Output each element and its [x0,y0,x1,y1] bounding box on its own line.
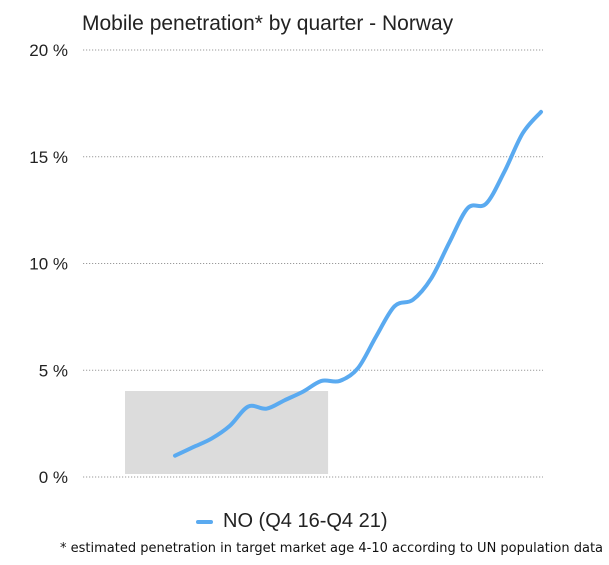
y-tick-label: 0 % [39,468,68,487]
legend-label: NO (Q4 16-Q4 21) [223,510,388,532]
y-tick-label: 5 % [39,361,68,380]
legend-swatch [196,519,213,524]
line-chart: 0 % 5 % 10 % 15 % 20 % [29,41,543,487]
y-tick-label: 20 % [29,41,68,60]
highlight-region [125,391,329,474]
footnote: * estimated penetration in target market… [60,541,604,556]
chart-title: Mobile penetration* by quarter - Norway [82,12,454,35]
y-tick-label: 15 % [29,148,68,167]
legend: NO (Q4 16-Q4 21) [196,510,388,533]
y-tick-label: 10 % [29,255,68,274]
